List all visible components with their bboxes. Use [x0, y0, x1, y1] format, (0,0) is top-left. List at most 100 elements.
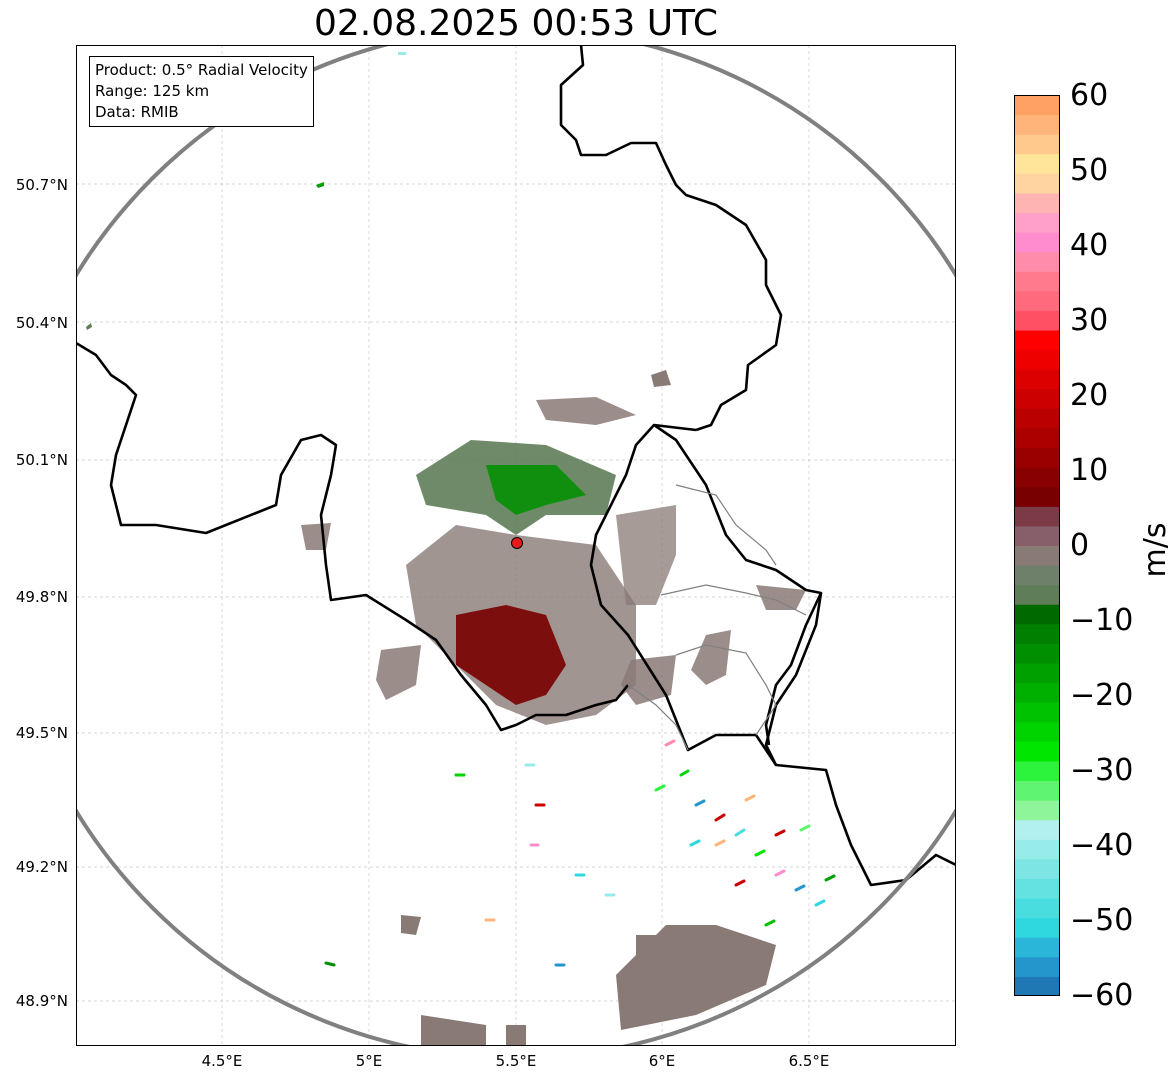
colorbar-band: [1014, 134, 1060, 155]
colorbar-tick-label: −10: [1070, 603, 1134, 638]
colorbar-band: [1014, 604, 1060, 625]
colorbar-band: [1014, 682, 1060, 703]
colorbar-band: [1014, 290, 1060, 311]
colorbar-band: [1014, 956, 1060, 977]
colorbar-band: [1014, 976, 1060, 996]
colorbar-band: [1014, 545, 1060, 566]
colorbar-band: [1014, 192, 1060, 214]
echo-cell-isolated-3: [86, 323, 92, 330]
colorbar-band: [1014, 349, 1060, 370]
echo-cell-isolated-4: [651, 370, 671, 387]
x-tick-label: 6.5°E: [788, 1052, 830, 1070]
colorbar-band: [1014, 584, 1060, 605]
echo-cell-isolated-2: [316, 182, 324, 188]
colorbar-band: [1014, 408, 1060, 429]
colorbar-band: [1014, 800, 1060, 821]
colorbar-band: [1014, 839, 1060, 860]
colorbar-band: [1014, 643, 1060, 664]
echo-cluster-north-core: [486, 465, 586, 515]
colorbar-band: [1014, 917, 1060, 938]
colorbar-band: [1014, 212, 1060, 233]
x-tick-label: 4.5°E: [201, 1052, 243, 1070]
echo-cell-far-sw: [401, 915, 421, 935]
colorbar-band: [1014, 702, 1060, 723]
radar-echoes: [86, 52, 836, 1046]
radar-map[interactable]: [76, 45, 956, 1046]
y-tick-label: 50.4°N: [15, 314, 68, 332]
colorbar-tick-label: −30: [1070, 753, 1134, 788]
colorbar-tick-label: −40: [1070, 828, 1134, 863]
colorbar-band: [1014, 780, 1060, 801]
colorbar-tick-label: 20: [1070, 378, 1109, 413]
colorbar-band: [1014, 741, 1060, 762]
colorbar-band: [1014, 878, 1060, 899]
colorbar-band: [1014, 937, 1060, 958]
colorbar-band: [1014, 819, 1060, 840]
echo-cell-south-4: [636, 935, 676, 957]
y-tick-label: 48.9°N: [15, 992, 68, 1010]
colorbar-tick-label: 50: [1070, 153, 1109, 188]
y-tick-label: 49.8°N: [15, 588, 68, 606]
colorbar-tick-label: −60: [1070, 978, 1134, 1013]
colorbar-border: [1014, 95, 1060, 996]
echo-cell-isolated-1: [398, 52, 406, 55]
echo-cluster-receding: [456, 605, 566, 705]
colorbar-band: [1014, 232, 1060, 253]
colorbar: [1014, 95, 1060, 996]
colorbar-band: [1014, 388, 1060, 409]
colorbar-band: [1014, 760, 1060, 782]
colorbar-band: [1014, 427, 1060, 449]
info-range: Range: 125 km: [95, 82, 210, 100]
x-tick-label: 5°E: [355, 1052, 383, 1070]
echo-cell-ne: [536, 397, 636, 425]
colorbar-band: [1014, 467, 1060, 488]
colorbar-tick-label: −20: [1070, 678, 1134, 713]
colorbar-tick-label: 40: [1070, 228, 1109, 263]
y-tick-label: 49.2°N: [15, 858, 68, 876]
colorbar-band: [1014, 369, 1060, 390]
colorbar-band: [1014, 506, 1060, 527]
x-tick-label: 5.5°E: [495, 1052, 537, 1070]
colorbar-band: [1014, 114, 1060, 135]
colorbar-band: [1014, 95, 1060, 116]
echo-scatter-sw: [324, 763, 616, 967]
echo-cell-e3: [756, 585, 806, 610]
info-box: Product: 0.5° Radial Velocity Range: 125…: [89, 56, 314, 127]
y-tick-label: 50.1°N: [15, 451, 68, 469]
border-west: [76, 341, 630, 732]
colorbar-tick-label: 60: [1070, 78, 1109, 113]
map-title: 02.08.2025 00:53 UTC: [313, 3, 719, 44]
colorbar-tick-label: 10: [1070, 453, 1109, 488]
colorbar-band: [1014, 623, 1060, 644]
colorbar-band: [1014, 173, 1060, 194]
info-data-source: Data: RMIB: [95, 103, 179, 121]
map-border: [76, 45, 956, 1046]
border-lux-west: [653, 423, 823, 746]
colorbar-band: [1014, 898, 1060, 919]
y-tick-label: 49.5°N: [15, 724, 68, 742]
colorbar-tick-label: −50: [1070, 903, 1134, 938]
colorbar-band: [1014, 330, 1060, 351]
colorbar-band: [1014, 153, 1060, 174]
echo-cell-e1: [691, 630, 731, 685]
echo-scatter-se: [654, 739, 836, 927]
colorbar-band: [1014, 663, 1060, 684]
colorbar-tick-label: 30: [1070, 303, 1109, 338]
country-borders: [76, 45, 956, 887]
echo-cell-south-1: [421, 1015, 486, 1046]
border-north-east: [559, 45, 783, 432]
info-product: Product: 0.5° Radial Velocity: [95, 61, 308, 79]
y-tick-label: 50.7°N: [15, 176, 68, 194]
echo-cell-south-2: [506, 1025, 526, 1046]
colorbar-band: [1014, 721, 1060, 742]
x-tick-label: 6°E: [648, 1052, 676, 1070]
echo-cluster-east: [616, 505, 676, 605]
colorbar-band: [1014, 858, 1060, 879]
radar-site-marker[interactable]: [511, 537, 523, 549]
province-borders: [627, 484, 807, 751]
colorbar-band: [1014, 525, 1060, 546]
colorbar-band: [1014, 310, 1060, 331]
echo-cell-far-w: [301, 523, 331, 550]
colorbar-band: [1014, 565, 1060, 586]
colorbar-band: [1014, 271, 1060, 292]
